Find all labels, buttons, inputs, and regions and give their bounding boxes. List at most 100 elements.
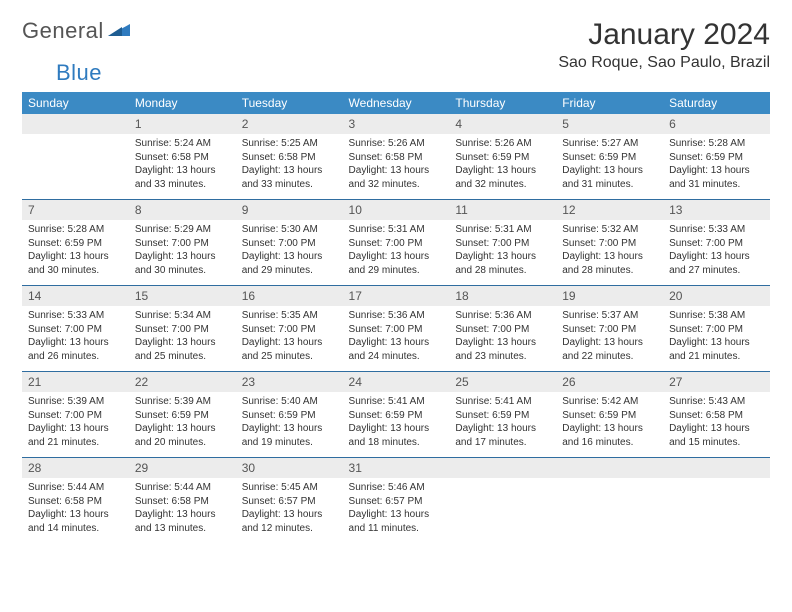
sunrise-line: Sunrise: 5:33 AM <box>28 309 123 323</box>
calendar-page: General January 2024 Sao Roque, Sao Paul… <box>0 0 792 543</box>
sunset-line: Sunset: 6:58 PM <box>242 151 337 165</box>
day-number-cell: 8 <box>129 200 236 220</box>
day-number-cell: 20 <box>663 286 770 306</box>
day-number-cell: 6 <box>663 114 770 134</box>
daylight-line: Daylight: 13 hours and 19 minutes. <box>242 422 337 449</box>
sunset-line: Sunset: 7:00 PM <box>669 237 764 251</box>
day-details-cell: Sunrise: 5:24 AMSunset: 6:58 PMDaylight:… <box>129 134 236 200</box>
daylight-line: Daylight: 13 hours and 24 minutes. <box>349 336 444 363</box>
page-title: January 2024 <box>558 18 770 52</box>
day-header: Thursday <box>449 92 556 114</box>
sunset-line: Sunset: 6:58 PM <box>135 151 230 165</box>
day-number-cell: 31 <box>343 458 450 478</box>
day-details-row: Sunrise: 5:24 AMSunset: 6:58 PMDaylight:… <box>22 134 770 200</box>
sunset-line: Sunset: 7:00 PM <box>455 237 550 251</box>
day-details-cell: Sunrise: 5:26 AMSunset: 6:58 PMDaylight:… <box>343 134 450 200</box>
day-header: Saturday <box>663 92 770 114</box>
day-header: Friday <box>556 92 663 114</box>
daylight-line: Daylight: 13 hours and 11 minutes. <box>349 508 444 535</box>
day-number-row: 78910111213 <box>22 200 770 220</box>
day-details-cell: Sunrise: 5:25 AMSunset: 6:58 PMDaylight:… <box>236 134 343 200</box>
daylight-line: Daylight: 13 hours and 32 minutes. <box>455 164 550 191</box>
sunrise-line: Sunrise: 5:26 AM <box>455 137 550 151</box>
day-header-row: Sunday Monday Tuesday Wednesday Thursday… <box>22 92 770 114</box>
day-details-cell: Sunrise: 5:29 AMSunset: 7:00 PMDaylight:… <box>129 220 236 286</box>
day-details-cell: Sunrise: 5:46 AMSunset: 6:57 PMDaylight:… <box>343 478 450 543</box>
sunset-line: Sunset: 7:00 PM <box>562 323 657 337</box>
sunrise-line: Sunrise: 5:44 AM <box>28 481 123 495</box>
day-details-cell: Sunrise: 5:45 AMSunset: 6:57 PMDaylight:… <box>236 478 343 543</box>
day-details-cell: Sunrise: 5:28 AMSunset: 6:59 PMDaylight:… <box>663 134 770 200</box>
day-details-cell: Sunrise: 5:27 AMSunset: 6:59 PMDaylight:… <box>556 134 663 200</box>
day-details-cell <box>556 478 663 543</box>
sunrise-line: Sunrise: 5:39 AM <box>28 395 123 409</box>
daylight-line: Daylight: 13 hours and 12 minutes. <box>242 508 337 535</box>
day-number-cell: 17 <box>343 286 450 306</box>
day-details-cell: Sunrise: 5:34 AMSunset: 7:00 PMDaylight:… <box>129 306 236 372</box>
sunset-line: Sunset: 6:59 PM <box>562 151 657 165</box>
daylight-line: Daylight: 13 hours and 21 minutes. <box>28 422 123 449</box>
day-details-cell <box>449 478 556 543</box>
sunset-line: Sunset: 6:59 PM <box>135 409 230 423</box>
daylight-line: Daylight: 13 hours and 17 minutes. <box>455 422 550 449</box>
day-details-row: Sunrise: 5:39 AMSunset: 7:00 PMDaylight:… <box>22 392 770 458</box>
sunset-line: Sunset: 6:57 PM <box>242 495 337 509</box>
day-details-cell <box>663 478 770 543</box>
day-details-row: Sunrise: 5:28 AMSunset: 6:59 PMDaylight:… <box>22 220 770 286</box>
sunset-line: Sunset: 6:59 PM <box>455 409 550 423</box>
day-number-cell <box>663 458 770 478</box>
sunrise-line: Sunrise: 5:38 AM <box>669 309 764 323</box>
day-details-cell: Sunrise: 5:40 AMSunset: 6:59 PMDaylight:… <box>236 392 343 458</box>
day-header: Sunday <box>22 92 129 114</box>
daylight-line: Daylight: 13 hours and 31 minutes. <box>669 164 764 191</box>
day-number-row: 21222324252627 <box>22 372 770 392</box>
day-number-cell: 10 <box>343 200 450 220</box>
day-details-cell: Sunrise: 5:36 AMSunset: 7:00 PMDaylight:… <box>449 306 556 372</box>
sunset-line: Sunset: 6:58 PM <box>28 495 123 509</box>
sunset-line: Sunset: 6:59 PM <box>242 409 337 423</box>
daylight-line: Daylight: 13 hours and 32 minutes. <box>349 164 444 191</box>
sunrise-line: Sunrise: 5:35 AM <box>242 309 337 323</box>
day-details-cell: Sunrise: 5:41 AMSunset: 6:59 PMDaylight:… <box>343 392 450 458</box>
daylight-line: Daylight: 13 hours and 13 minutes. <box>135 508 230 535</box>
sunrise-line: Sunrise: 5:36 AM <box>349 309 444 323</box>
day-number-cell: 26 <box>556 372 663 392</box>
sunrise-line: Sunrise: 5:32 AM <box>562 223 657 237</box>
day-number-cell: 15 <box>129 286 236 306</box>
day-details-cell: Sunrise: 5:36 AMSunset: 7:00 PMDaylight:… <box>343 306 450 372</box>
day-number-cell: 23 <box>236 372 343 392</box>
sunrise-line: Sunrise: 5:33 AM <box>669 223 764 237</box>
day-details-cell: Sunrise: 5:39 AMSunset: 6:59 PMDaylight:… <box>129 392 236 458</box>
sunrise-line: Sunrise: 5:41 AM <box>455 395 550 409</box>
sunrise-line: Sunrise: 5:25 AM <box>242 137 337 151</box>
daylight-line: Daylight: 13 hours and 14 minutes. <box>28 508 123 535</box>
day-number-cell: 24 <box>343 372 450 392</box>
day-number-cell: 4 <box>449 114 556 134</box>
sunrise-line: Sunrise: 5:40 AM <box>242 395 337 409</box>
sunset-line: Sunset: 7:00 PM <box>242 237 337 251</box>
daylight-line: Daylight: 13 hours and 30 minutes. <box>28 250 123 277</box>
day-details-cell: Sunrise: 5:28 AMSunset: 6:59 PMDaylight:… <box>22 220 129 286</box>
brand-part1: General <box>22 18 104 44</box>
day-details-cell: Sunrise: 5:42 AMSunset: 6:59 PMDaylight:… <box>556 392 663 458</box>
day-details-cell: Sunrise: 5:31 AMSunset: 7:00 PMDaylight:… <box>449 220 556 286</box>
sunset-line: Sunset: 6:59 PM <box>669 151 764 165</box>
day-details-cell: Sunrise: 5:31 AMSunset: 7:00 PMDaylight:… <box>343 220 450 286</box>
sunset-line: Sunset: 6:59 PM <box>349 409 444 423</box>
calendar-table: Sunday Monday Tuesday Wednesday Thursday… <box>22 92 770 543</box>
day-details-cell: Sunrise: 5:33 AMSunset: 7:00 PMDaylight:… <box>22 306 129 372</box>
daylight-line: Daylight: 13 hours and 15 minutes. <box>669 422 764 449</box>
sunrise-line: Sunrise: 5:43 AM <box>669 395 764 409</box>
day-details-cell: Sunrise: 5:44 AMSunset: 6:58 PMDaylight:… <box>129 478 236 543</box>
brand-part2: Blue <box>56 60 102 86</box>
day-number-cell: 2 <box>236 114 343 134</box>
daylight-line: Daylight: 13 hours and 31 minutes. <box>562 164 657 191</box>
day-number-cell: 30 <box>236 458 343 478</box>
day-number-row: 28293031 <box>22 458 770 478</box>
sunrise-line: Sunrise: 5:44 AM <box>135 481 230 495</box>
day-number-cell <box>22 114 129 134</box>
sunset-line: Sunset: 7:00 PM <box>349 323 444 337</box>
day-header: Wednesday <box>343 92 450 114</box>
daylight-line: Daylight: 13 hours and 23 minutes. <box>455 336 550 363</box>
daylight-line: Daylight: 13 hours and 25 minutes. <box>242 336 337 363</box>
